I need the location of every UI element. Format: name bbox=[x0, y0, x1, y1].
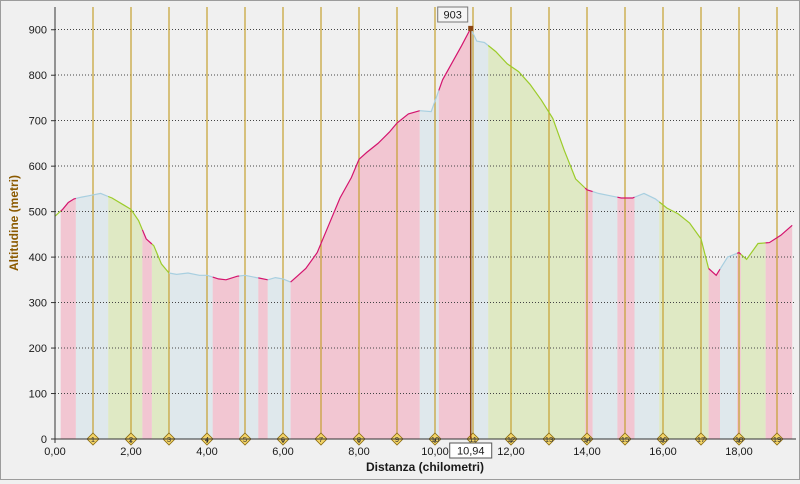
profile-segment-21 bbox=[708, 268, 721, 277]
band-up-4 bbox=[142, 229, 152, 439]
y-tick-label-100: 100 bbox=[29, 389, 47, 401]
y-tick-label-900: 900 bbox=[29, 25, 47, 37]
y-tick-label-500: 500 bbox=[29, 207, 47, 219]
band-up-25 bbox=[765, 225, 793, 439]
band-flat-17 bbox=[592, 191, 618, 439]
profile-segment-25 bbox=[765, 224, 793, 244]
band-up-18 bbox=[617, 197, 635, 439]
cursor-x-label-box bbox=[449, 442, 493, 459]
x-tick-label-2: 2,00 bbox=[120, 446, 141, 458]
band-flat-22 bbox=[720, 253, 738, 439]
y-tick-label-0: 0 bbox=[41, 434, 47, 446]
band-flat-14 bbox=[471, 29, 489, 439]
x-axis-title: Distanza (chilometri) bbox=[366, 460, 484, 474]
profile-segment-20 bbox=[658, 201, 710, 269]
profile-segment-23 bbox=[736, 251, 742, 255]
profile-segment-3 bbox=[107, 195, 143, 231]
profile-segment-24 bbox=[740, 242, 766, 261]
profile-segment-19 bbox=[634, 192, 660, 203]
profile-segment-2 bbox=[75, 192, 109, 199]
x-tick-label-14: 14,00 bbox=[573, 446, 601, 458]
x-tick-label-18: 18,00 bbox=[725, 446, 753, 458]
y-tick-label-400: 400 bbox=[29, 252, 47, 264]
band-up-9 bbox=[258, 277, 268, 439]
profile-segment-18 bbox=[617, 196, 635, 199]
band-down-24 bbox=[740, 242, 766, 439]
x-tick-label-10: 10,00 bbox=[421, 446, 449, 458]
profile-segment-16 bbox=[584, 187, 593, 193]
profile-segment-6 bbox=[168, 272, 213, 278]
x-tick-label-12: 12,00 bbox=[497, 446, 525, 458]
band-flat-2 bbox=[75, 193, 109, 439]
x-tick-label-16: 16,00 bbox=[649, 446, 677, 458]
cursor: 903 10,94 bbox=[437, 6, 493, 459]
cursor-y-label-box bbox=[437, 6, 469, 23]
band-down-15 bbox=[488, 45, 586, 439]
x-tick-label-8: 8,00 bbox=[348, 446, 369, 458]
x-tick-label-6: 6,00 bbox=[272, 446, 293, 458]
band-flat-10 bbox=[267, 277, 291, 439]
band-down-20 bbox=[659, 201, 709, 439]
band-up-1 bbox=[60, 198, 76, 439]
profile-segment-14 bbox=[470, 28, 489, 46]
band-flat-6 bbox=[169, 273, 213, 439]
band-down-5 bbox=[151, 244, 169, 439]
profile-segment-start bbox=[54, 210, 62, 217]
band-up-7 bbox=[212, 276, 240, 439]
band-up-21 bbox=[708, 268, 720, 439]
profile-segment-1 bbox=[60, 197, 77, 212]
x-tick-label-4: 4,00 bbox=[196, 446, 217, 458]
profile-segment-5 bbox=[151, 243, 170, 274]
profile-segment-12 bbox=[419, 90, 440, 113]
profile-segment-7 bbox=[212, 275, 240, 281]
y-tick-label-800: 800 bbox=[29, 70, 47, 82]
band-flat-8 bbox=[239, 275, 259, 439]
band-flat-19 bbox=[634, 193, 660, 439]
profile-segment-15 bbox=[487, 45, 586, 189]
gradient-bands bbox=[60, 28, 793, 440]
y-tick-label-700: 700 bbox=[29, 116, 47, 128]
profile-segment-10 bbox=[267, 276, 291, 283]
band-flat-12 bbox=[419, 90, 439, 440]
profile-segment-22 bbox=[719, 252, 738, 270]
cursor-point bbox=[468, 25, 474, 31]
cursor-y-label: 903 bbox=[444, 10, 462, 22]
x-tick-label-0: 0,00 bbox=[44, 446, 65, 458]
cursor-x-label: 10,94 bbox=[457, 446, 485, 458]
y-tick-label-600: 600 bbox=[29, 161, 47, 173]
y-axis-title: Altitudine (metri) bbox=[7, 175, 21, 271]
profile-segment-8 bbox=[239, 274, 259, 279]
axes: 0 100 200 300 400 500 600 700 800 900 0,00 2,00 4,00… bbox=[29, 7, 796, 458]
elevation-profile-line bbox=[54, 27, 793, 283]
band-up-13 bbox=[438, 28, 472, 440]
band-up-16 bbox=[585, 188, 593, 439]
profile-segment-9 bbox=[258, 277, 268, 281]
band-up-11 bbox=[290, 110, 420, 439]
profile-segment-4 bbox=[141, 229, 153, 245]
profile-segment-17 bbox=[592, 191, 618, 198]
y-tick-label-300: 300 bbox=[29, 298, 47, 310]
profile-segment-11 bbox=[290, 110, 420, 283]
band-down-3 bbox=[108, 196, 143, 439]
y-tick-label-200: 200 bbox=[29, 343, 47, 355]
